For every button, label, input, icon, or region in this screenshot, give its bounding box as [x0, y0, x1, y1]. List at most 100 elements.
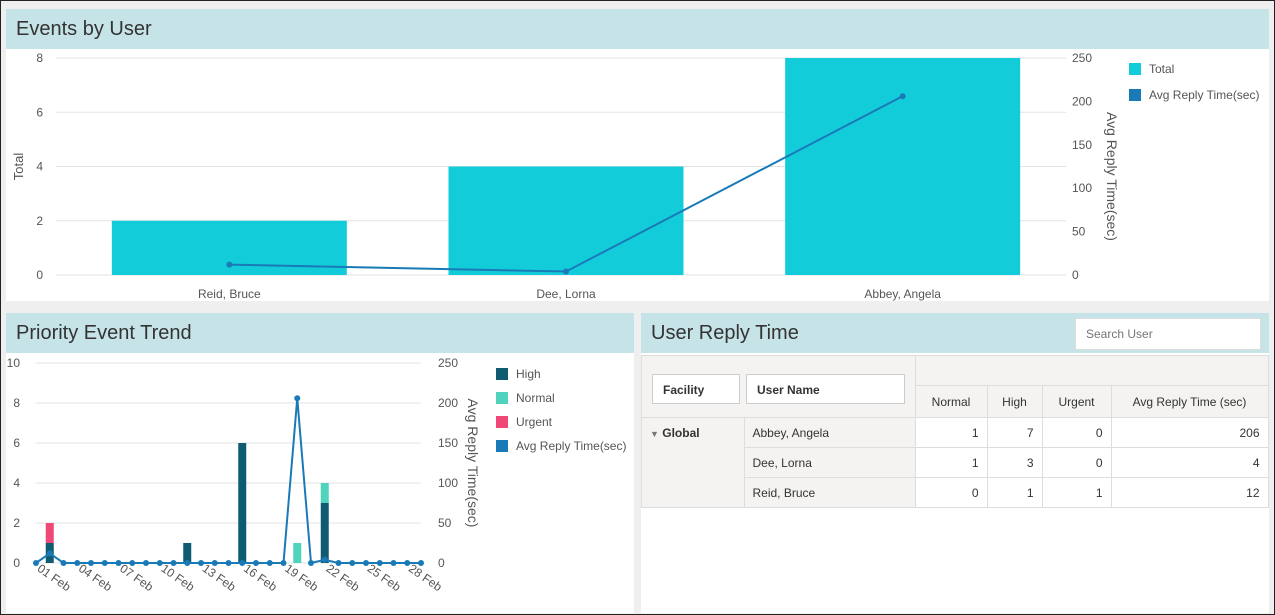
- y-tick-label: 6: [36, 105, 43, 119]
- x-tick-label: 01 Feb: [35, 561, 74, 594]
- y-tick-label: 8: [36, 51, 43, 65]
- y-tick-label: 2: [36, 214, 43, 228]
- trend-panel-header: Priority Event Trend: [6, 313, 634, 353]
- avg-reply-point: [184, 560, 191, 566]
- x-tick-label: 22 Feb: [323, 561, 362, 594]
- y2-axis-label: Avg Reply Time(sec): [1104, 112, 1120, 241]
- avg-cell: 206: [1110, 417, 1269, 448]
- header-spacer: [914, 355, 1269, 386]
- table-row: Reid, Bruce 0 1 1 12: [642, 477, 1269, 508]
- x-tick-label: Abbey, Angela: [864, 287, 941, 301]
- bar-high: [320, 503, 329, 563]
- y2-tick-label: 50: [1072, 225, 1086, 239]
- bar-normal: [320, 483, 329, 503]
- avg-reply-point: [321, 556, 328, 563]
- normal-cell: 1: [914, 417, 988, 448]
- avg-reply-point: [211, 560, 218, 566]
- y-axis-label: Total: [11, 153, 26, 181]
- legend-swatch: [496, 368, 508, 380]
- table-row: Dee, Lorna 1 3 0 4: [642, 447, 1269, 478]
- legend-swatch: [1129, 89, 1141, 101]
- high-cell: 7: [986, 417, 1043, 448]
- user-name-cell: Abbey, Angela: [743, 417, 916, 448]
- bar-high: [183, 543, 192, 563]
- col-normal[interactable]: Normal: [914, 385, 988, 418]
- x-tick-label: Reid, Bruce: [198, 287, 261, 301]
- avg-reply-point: [239, 560, 246, 566]
- avg-reply-point: [226, 261, 233, 268]
- reply-panel-header: User Reply Time: [641, 313, 1269, 353]
- bar-urgent: [45, 523, 54, 543]
- y2-tick-label: 200: [438, 396, 458, 410]
- col-high[interactable]: High: [986, 385, 1043, 418]
- user-reply-table: Facility User Name Normal High Urgent Av…: [641, 355, 1269, 508]
- user-name-cell: Reid, Bruce: [743, 477, 916, 508]
- y-tick-label: 10: [7, 356, 21, 370]
- y2-tick-label: 150: [1072, 138, 1092, 152]
- avg-reply-point: [129, 560, 136, 566]
- legend-swatch: [1129, 63, 1141, 75]
- avg-reply-point: [60, 560, 67, 566]
- avg-reply-point: [563, 268, 569, 275]
- avg-reply-point: [363, 560, 369, 566]
- col-avg-reply[interactable]: Avg Reply Time (sec): [1110, 385, 1269, 418]
- trend-legend: High Normal Urgent Avg Reply Time(sec): [496, 367, 631, 457]
- normal-cell: 1: [914, 447, 988, 478]
- table-row: ▼ Global Abbey, Angela 1 7 0 206: [641, 417, 1269, 508]
- avg-reply-point: [101, 560, 108, 566]
- y2-tick-label: 0: [438, 556, 445, 570]
- trend-panel-title: Priority Event Trend: [16, 322, 192, 344]
- y-tick-label: 8: [13, 396, 20, 410]
- avg-reply-point: [390, 560, 397, 566]
- user-name-header[interactable]: User Name: [746, 374, 905, 404]
- y-tick-label: 4: [36, 160, 43, 174]
- avg-reply-point: [308, 560, 314, 566]
- legend-swatch: [496, 392, 508, 404]
- search-user-input[interactable]: [1075, 318, 1261, 350]
- legend-swatch: [496, 416, 508, 428]
- bar-normal: [293, 543, 302, 563]
- y2-tick-label: 50: [438, 516, 452, 530]
- y2-tick-label: 250: [438, 356, 458, 370]
- caret-down-icon[interactable]: ▼: [650, 429, 659, 439]
- avg-reply-point: [294, 395, 301, 402]
- high-cell: 3: [986, 447, 1043, 478]
- y2-tick-label: 200: [1072, 94, 1092, 108]
- avg-reply-point: [225, 560, 232, 566]
- y-tick-label: 0: [36, 268, 43, 282]
- x-tick-label: 19 Feb: [282, 561, 321, 594]
- col-urgent[interactable]: Urgent: [1041, 385, 1112, 418]
- events-panel-title: Events by User: [16, 18, 152, 40]
- x-tick-label: Dee, Lorna: [536, 287, 596, 301]
- avg-reply-point: [266, 560, 273, 566]
- facility-header[interactable]: Facility: [652, 374, 740, 404]
- avg-reply-point: [335, 560, 342, 566]
- avg-reply-point: [88, 560, 94, 566]
- avg-reply-point: [280, 560, 287, 566]
- group-cell[interactable]: ▼ Global: [641, 417, 745, 508]
- avg-cell: 4: [1110, 447, 1269, 478]
- y2-tick-label: 100: [1072, 181, 1092, 195]
- y-tick-label: 2: [13, 516, 20, 530]
- y2-tick-label: 100: [438, 476, 458, 490]
- legend-label: Normal: [516, 391, 555, 405]
- group-label: Global: [662, 426, 700, 440]
- avg-reply-line: [35, 398, 421, 565]
- avg-reply-point: [899, 93, 906, 100]
- urgent-cell: 1: [1041, 477, 1112, 508]
- x-tick-label: 16 Feb: [241, 561, 280, 594]
- bar: [785, 58, 1021, 275]
- y-tick-label: 4: [13, 476, 20, 490]
- y2-tick-label: 0: [1072, 268, 1079, 282]
- y2-tick-label: 150: [438, 436, 458, 450]
- normal-cell: 0: [914, 477, 988, 508]
- events-panel-header: Events by User: [6, 9, 1269, 49]
- username-header-cell: User Name: [744, 355, 916, 418]
- avg-reply-point: [46, 550, 53, 557]
- legend-label: Total: [1149, 62, 1175, 76]
- avg-reply-point: [198, 560, 204, 566]
- avg-reply-point: [74, 560, 81, 566]
- x-tick-label: 25 Feb: [365, 561, 404, 594]
- legend-label: Urgent: [516, 415, 553, 429]
